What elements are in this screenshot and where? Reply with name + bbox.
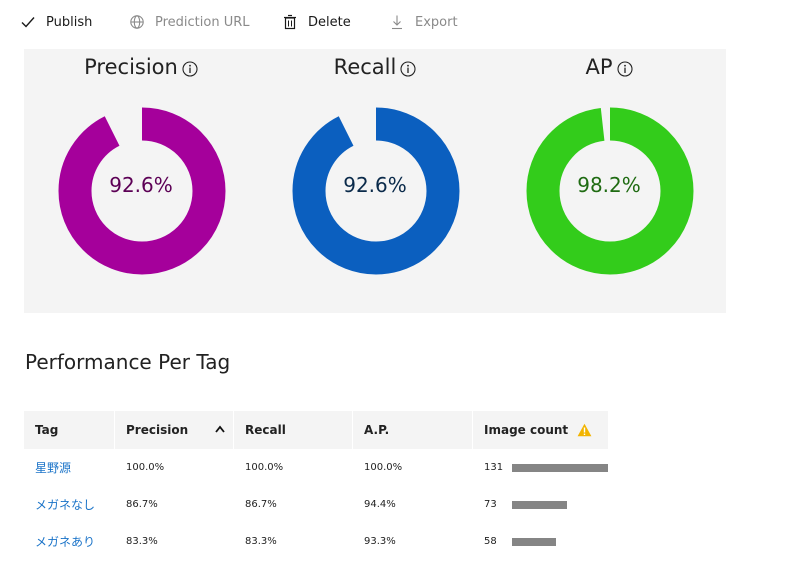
column-header-ap[interactable]: A.P. bbox=[353, 411, 473, 449]
prediction-url-button[interactable]: Prediction URL bbox=[129, 12, 250, 32]
globe-icon bbox=[130, 15, 144, 29]
performance-table: Tag Precision Recall A.P. Image count 星野… bbox=[24, 411, 608, 560]
precision-cell: 86.7% bbox=[126, 499, 158, 510]
column-header-tag[interactable]: Tag bbox=[24, 411, 115, 449]
info-icon[interactable] bbox=[400, 60, 416, 77]
precision-cell: 100.0% bbox=[126, 462, 165, 473]
precision-title-row: Precision bbox=[24, 55, 258, 79]
image-count-value: 73 bbox=[484, 499, 497, 510]
metric-value: 92.6% bbox=[343, 173, 407, 197]
tag-link[interactable]: メガネあり bbox=[35, 535, 96, 549]
metric-value: 92.6% bbox=[109, 173, 173, 197]
ap-metric: AP 98.2% bbox=[492, 49, 726, 313]
metric-title: Recall bbox=[333, 55, 397, 79]
ap-title-row: AP bbox=[492, 55, 726, 79]
precision-donut-chart bbox=[58, 107, 226, 275]
info-icon[interactable] bbox=[182, 60, 198, 77]
column-header-recall[interactable]: Recall bbox=[234, 411, 353, 449]
recall-title-row: Recall bbox=[258, 55, 492, 79]
recall-cell: 100.0% bbox=[245, 462, 284, 473]
ap-cell: 94.4% bbox=[364, 499, 396, 510]
publish-label: Publish bbox=[46, 14, 93, 30]
image-count-value: 58 bbox=[484, 536, 497, 547]
delete-button[interactable]: Delete bbox=[282, 12, 351, 32]
precision-cell: 83.3% bbox=[126, 536, 158, 547]
image-count-cell: 131 bbox=[473, 449, 608, 486]
performance-per-tag-heading: Performance Per Tag bbox=[25, 350, 231, 374]
image-count-cell: 73 bbox=[473, 486, 608, 523]
download-icon bbox=[392, 15, 402, 30]
donut-filled-arc bbox=[292, 107, 460, 275]
table-row: メガネあり 83.3% 83.3% 93.3% 58 bbox=[24, 523, 608, 560]
recall-metric: Recall 92.6% bbox=[258, 49, 492, 313]
ap-cell: 100.0% bbox=[364, 462, 403, 473]
sort-ascending-arrow-icon bbox=[215, 425, 225, 433]
warning-icon[interactable] bbox=[577, 423, 592, 437]
metric-value: 98.2% bbox=[577, 173, 641, 197]
image-count-bar bbox=[512, 500, 567, 509]
column-header-image-count-label: Image count bbox=[484, 423, 569, 437]
prediction-url-label: Prediction URL bbox=[155, 14, 250, 30]
precision-metric: Precision 92.6% bbox=[24, 49, 258, 313]
metric-title: AP bbox=[585, 55, 613, 79]
metrics-panel: Precision 92.6% Recall 92.6% AP 98.2% bbox=[24, 49, 726, 313]
donut-filled-arc bbox=[526, 107, 694, 275]
column-header-precision-label: Precision bbox=[126, 423, 189, 437]
table-row: 星野源 100.0% 100.0% 100.0% 131 bbox=[24, 449, 608, 486]
metric-title: Precision bbox=[84, 55, 178, 79]
image-count-cell: 58 bbox=[473, 523, 608, 560]
publish-button[interactable]: Publish bbox=[20, 12, 92, 32]
info-icon[interactable] bbox=[616, 60, 633, 77]
tag-link[interactable]: メガネなし bbox=[35, 498, 96, 512]
trash-icon bbox=[284, 14, 296, 30]
recall-cell: 83.3% bbox=[245, 536, 277, 547]
ap-donut-chart bbox=[526, 107, 694, 275]
export-button[interactable]: Export bbox=[389, 12, 458, 32]
image-count-bar bbox=[512, 537, 556, 546]
command-bar: Publish Prediction URL Delete Export bbox=[0, 0, 796, 44]
recall-donut-chart bbox=[292, 107, 460, 275]
tag-link[interactable]: 星野源 bbox=[35, 461, 72, 475]
ap-cell: 93.3% bbox=[364, 536, 396, 547]
image-count-value: 131 bbox=[484, 462, 504, 473]
table-row: メガネなし 86.7% 86.7% 94.4% 73 bbox=[24, 486, 608, 523]
recall-cell: 86.7% bbox=[245, 499, 277, 510]
image-count-bar bbox=[512, 463, 608, 472]
export-label: Export bbox=[415, 14, 458, 30]
delete-label: Delete bbox=[308, 14, 351, 30]
table-header: Tag Precision Recall A.P. Image count bbox=[24, 411, 608, 449]
column-header-image-count[interactable]: Image count bbox=[473, 411, 608, 449]
donut-filled-arc bbox=[58, 107, 226, 275]
column-header-precision[interactable]: Precision bbox=[115, 411, 234, 449]
checkmark-icon bbox=[21, 17, 35, 28]
